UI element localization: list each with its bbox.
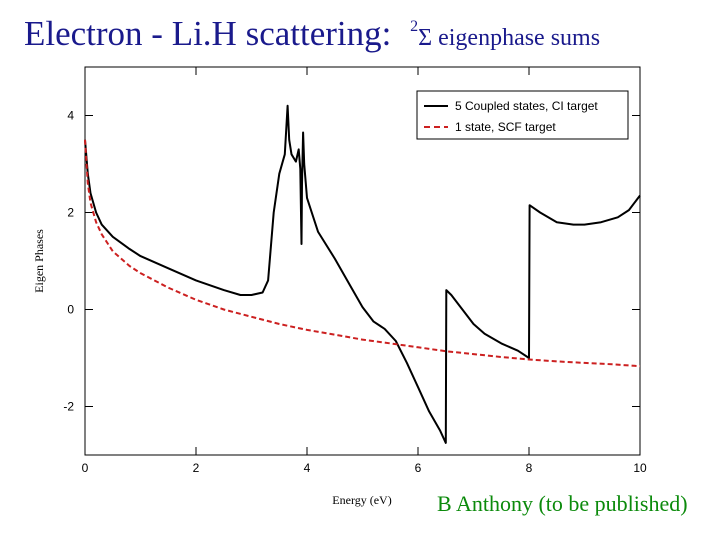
series-line-scf	[84, 139, 641, 368]
slide-title: Electron - Li.H scattering: 2Σ eigenphas…	[24, 14, 600, 54]
series-layer	[84, 104, 641, 444]
y-tick-label: 2	[67, 206, 74, 220]
x-tick-label: 6	[415, 461, 422, 475]
title-superscript: 2	[410, 18, 419, 35]
x-tick-label: 2	[193, 461, 200, 475]
credit-text: B Anthony (to be published)	[437, 491, 688, 516]
x-tick-label: 4	[304, 461, 311, 475]
plot-frame	[84, 66, 641, 456]
y-tick-label: 4	[67, 109, 74, 123]
y-axis-label: Eigen Phases	[32, 229, 46, 293]
x-axis-label: Energy (eV)	[332, 493, 391, 507]
axis-ticks: 0 2 4 6 8 10 -2 0 2 4	[63, 67, 647, 475]
legend-box	[416, 90, 629, 140]
x-tick-label: 8	[526, 461, 533, 475]
title-symbol: Σ eigenphase sums	[418, 25, 601, 51]
title-main: Electron - Li.H scattering:	[24, 14, 392, 53]
y-tick-label: -2	[63, 400, 74, 414]
legend-label-scf: 1 state, SCF target	[455, 120, 556, 134]
x-tick-label: 10	[633, 461, 647, 475]
x-tick-label: 0	[82, 461, 89, 475]
y-tick-label: 0	[67, 303, 74, 317]
legend: 5 Coupled states, CI target 1 state, SCF…	[416, 90, 629, 140]
legend-label-ci: 5 Coupled states, CI target	[455, 99, 598, 113]
series-line-ci	[84, 104, 641, 444]
